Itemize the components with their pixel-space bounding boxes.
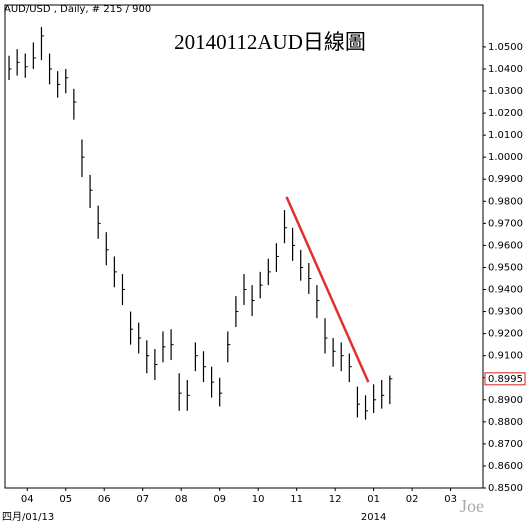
date-label: 四月/01/13	[2, 511, 54, 523]
y-tick-label: 0.9400	[488, 285, 523, 296]
y-tick-label: 0.9100	[488, 351, 523, 362]
y-tick-label: 0.9900	[488, 174, 523, 185]
y-tick-label: 0.9200	[488, 329, 523, 340]
y-tick-label: 0.9600	[488, 240, 523, 251]
x-tick-label: 03	[444, 494, 457, 505]
y-tick-label: 0.8800	[488, 417, 523, 428]
trend-line	[285, 196, 370, 383]
x-tick-label: 05	[59, 494, 72, 505]
x-tick-label: 08	[175, 494, 188, 505]
y-tick-label: 0.9500	[488, 262, 523, 273]
y-tick-label: 0.8700	[488, 439, 523, 450]
watermark: Joe	[460, 496, 484, 516]
last-price-label: 0.8995	[488, 374, 523, 385]
y-tick-label: 1.0500	[488, 42, 523, 53]
x-tick-label: 02	[406, 494, 419, 505]
chart-subtitle: AUD/USD , Daily, # 215 / 900	[4, 4, 151, 15]
y-tick-label: 0.8600	[488, 461, 523, 472]
x-tick-label: 07	[136, 494, 149, 505]
y-tick-label: 0.9300	[488, 307, 523, 318]
x-tick-label: 09	[213, 494, 226, 505]
x-tick-label: 10	[252, 494, 265, 505]
x-tick-label: 06	[98, 494, 111, 505]
y-tick-label: 0.9700	[488, 218, 523, 229]
plot-frame	[4, 4, 484, 489]
y-tick-label: 1.0300	[488, 86, 523, 97]
x-tick-label: 12	[329, 494, 342, 505]
last-price-box	[484, 372, 526, 386]
y-tick-label: 0.8900	[488, 395, 523, 406]
y-tick-label: 1.0000	[488, 152, 523, 163]
x-tick-label: 11	[290, 494, 303, 505]
y-tick-label: 1.0400	[488, 64, 523, 75]
x-tick-label: 04	[21, 494, 34, 505]
y-tick-label: 1.0100	[488, 130, 523, 141]
y-tick-label: 1.0200	[488, 108, 523, 119]
x-tick-label: 01	[367, 494, 380, 505]
y-tick-label: 0.9800	[488, 196, 523, 207]
year-label: 2014	[361, 512, 386, 523]
y-tick-label: 0.8500	[488, 483, 523, 494]
chart-title: 20140112AUD日線圖	[174, 30, 366, 54]
